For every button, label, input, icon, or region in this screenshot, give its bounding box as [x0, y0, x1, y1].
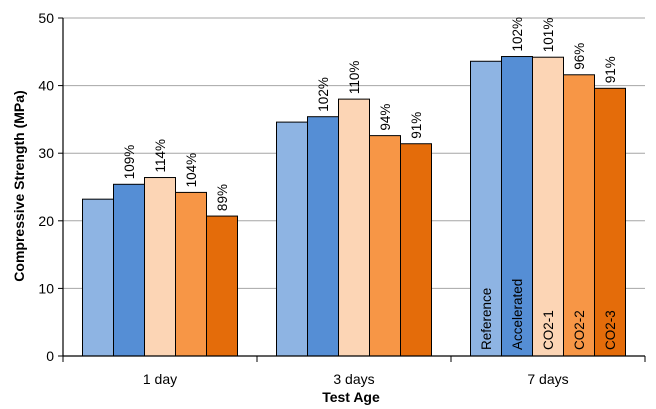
bar	[144, 177, 176, 357]
y-tick-label: 10	[38, 280, 54, 296]
bars	[82, 56, 626, 357]
data-label: 102%	[316, 77, 331, 112]
bar	[369, 135, 401, 357]
data-label: 114%	[153, 139, 168, 173]
bar	[400, 143, 432, 357]
labels: 0 10 20 30 40 50 109% 114% 104% 89% 1 day 102% 110% 9…	[38, 10, 618, 387]
data-label: 96%	[572, 43, 587, 70]
bar	[594, 87, 626, 357]
data-label: 101%	[541, 18, 556, 53]
series-label: Reference	[479, 288, 494, 350]
series-label: Accelerated	[510, 279, 525, 350]
data-label: 110%	[347, 61, 362, 95]
y-tick-label: 50	[38, 10, 54, 26]
y-tick-label: 30	[38, 145, 54, 161]
bar	[175, 191, 207, 357]
bar	[307, 116, 339, 357]
x-tick-label: 3 days	[333, 371, 374, 387]
y-tick-label: 20	[38, 213, 54, 229]
data-label: 104%	[184, 153, 199, 188]
x-tick-label: 1 day	[143, 371, 177, 387]
bar	[113, 183, 145, 357]
bar	[206, 215, 238, 357]
series-label: CO2-3	[603, 310, 618, 350]
bar	[470, 60, 502, 357]
bar	[276, 121, 308, 357]
data-label: 91%	[409, 112, 424, 139]
data-label: 102%	[510, 17, 525, 52]
x-axis-title: Test Age	[322, 389, 380, 405]
x-tick-label: 7 days	[527, 371, 568, 387]
y-tick-label: 40	[38, 78, 54, 94]
bar	[532, 56, 564, 357]
data-label: 91%	[603, 56, 618, 83]
axes	[58, 17, 646, 362]
series-label: CO2-1	[541, 310, 556, 350]
y-axis-title: Compressive Strength (MPa)	[11, 90, 27, 281]
series-label: CO2-2	[572, 310, 587, 350]
y-tick-label: 0	[46, 348, 54, 364]
data-label: 89%	[215, 184, 230, 211]
data-label: 94%	[378, 104, 393, 131]
bar	[338, 98, 370, 357]
data-label: 109%	[122, 145, 137, 180]
bar	[82, 198, 114, 357]
